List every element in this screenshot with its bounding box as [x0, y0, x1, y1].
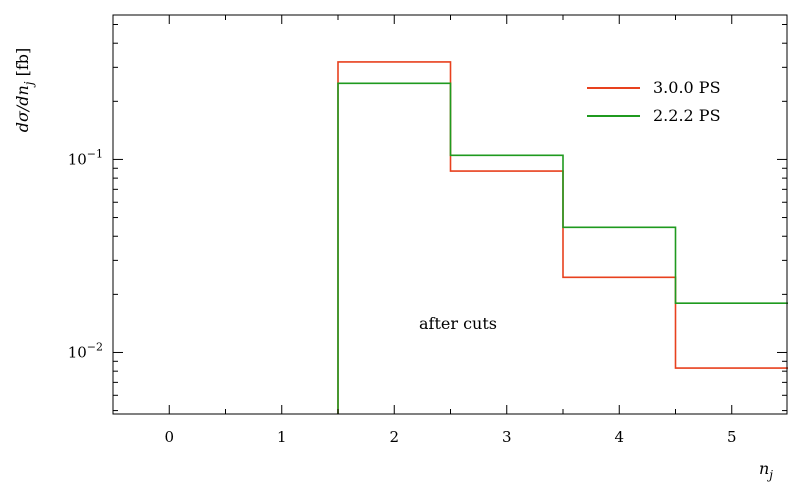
y-axis-ticks: 10−1 10−2	[68, 147, 787, 361]
annotation-after-cuts: after cuts	[419, 314, 497, 333]
x-tick-label: 1	[277, 428, 287, 446]
x-tick-label: 0	[164, 428, 174, 446]
y-axis-label-sub: j	[22, 81, 36, 88]
x-axis-label: nj	[759, 459, 773, 482]
y-tick-label: 10−2	[68, 340, 103, 361]
legend-label: 2.2.2 PS	[653, 106, 721, 125]
x-axis-ticks: 0 1 2 3 4 5	[164, 15, 737, 446]
minor-ticks	[113, 24, 787, 412]
y-axis-label-text: dσ/dn	[13, 85, 32, 132]
histogram-steps	[337, 61, 788, 414]
x-axis-label-sub: j	[766, 468, 773, 482]
y-tick-label: 10−1	[68, 147, 103, 168]
legend-label: 3.0.0 PS	[653, 78, 721, 97]
x-tick-label: 3	[502, 428, 512, 446]
y-axis-label: dσ/dnj [fb]	[13, 48, 36, 133]
x-tick-label: 5	[727, 428, 737, 446]
series-line-2-2-2-ps	[337, 82, 788, 414]
x-axis-label-symbol: n	[759, 459, 769, 478]
y-axis-label-unit: [fb]	[13, 48, 32, 82]
x-tick-label: 4	[614, 428, 624, 446]
legend: 3.0.0 PS 2.2.2 PS	[587, 78, 721, 125]
x-tick-label: 2	[389, 428, 399, 446]
